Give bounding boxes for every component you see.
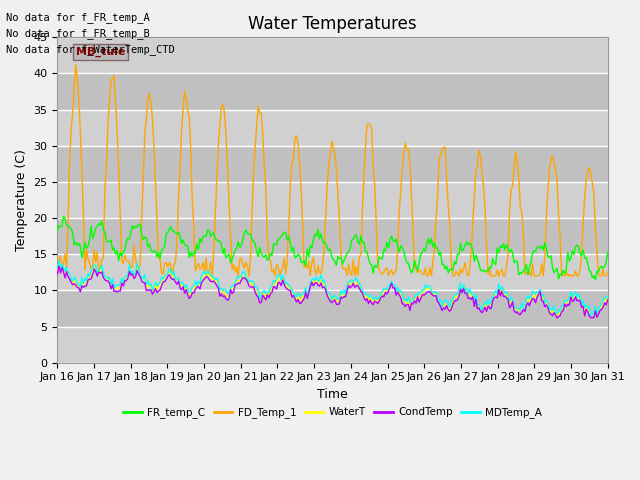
WaterT [122,275,130,281]
CondTemp [576,298,584,303]
CondTemp [55,263,63,269]
WaterT [237,275,245,280]
FD_Temp_1 [239,261,246,267]
Line: FR_temp_C: FR_temp_C [58,216,607,280]
CondTemp [54,271,61,277]
FR_temp_C [219,251,227,256]
CondTemp [219,294,227,300]
CondTemp [553,315,561,321]
FR_temp_C [575,244,582,250]
Bar [58,146,607,182]
CondTemp [604,297,611,302]
CondTemp [122,277,130,283]
Line: WaterT: WaterT [58,263,607,316]
FD_Temp_1 [297,184,305,190]
MDTemp_A [219,288,227,294]
CondTemp [237,277,245,283]
WaterT [588,313,596,319]
WaterT [54,267,61,273]
WaterT [246,281,254,287]
MDTemp_A [237,273,245,279]
FD_Temp_1 [54,256,61,262]
WaterT [575,295,582,300]
Bar [58,290,607,326]
FD_Temp_1 [221,110,228,116]
X-axis label: Time: Time [317,388,348,401]
MDTemp_A [575,291,582,297]
WaterT [219,289,227,295]
WaterT [604,295,611,301]
Bar [58,218,607,254]
FD_Temp_1 [576,268,584,274]
Text: MB_tule: MB_tule [76,47,125,57]
MDTemp_A [122,273,130,279]
Bar [58,254,607,290]
FR_temp_C [60,214,67,219]
FD_Temp_1 [604,270,611,276]
MDTemp_A [54,265,61,271]
WaterT [296,297,303,303]
Bar [58,37,607,73]
Text: No data for f_WaterTemp_CTD: No data for f_WaterTemp_CTD [6,44,175,55]
FR_temp_C [122,239,130,245]
MDTemp_A [246,278,254,284]
FR_temp_C [237,243,245,249]
Bar [58,73,607,109]
FR_temp_C [296,252,303,258]
FD_Temp_1 [122,257,130,263]
CondTemp [296,300,303,306]
FR_temp_C [54,228,61,234]
FR_temp_C [591,277,599,283]
FR_temp_C [604,250,611,255]
FR_temp_C [246,232,254,238]
FD_Temp_1 [72,62,79,68]
Bar [58,109,607,146]
Y-axis label: Temperature (C): Temperature (C) [15,149,28,251]
MDTemp_A [55,258,63,264]
MDTemp_A [604,294,611,300]
FD_Temp_1 [248,209,256,215]
MDTemp_A [587,313,595,319]
Text: No data for f_FR_temp_B: No data for f_FR_temp_B [6,28,150,39]
WaterT [55,260,63,266]
Line: MDTemp_A: MDTemp_A [58,261,607,316]
Title: Water Temperatures: Water Temperatures [248,15,417,33]
Line: FD_Temp_1: FD_Temp_1 [58,65,607,276]
MDTemp_A [296,293,303,299]
Bar [58,326,607,363]
Legend: FR_temp_C, FD_Temp_1, WaterT, CondTemp, MDTemp_A: FR_temp_C, FD_Temp_1, WaterT, CondTemp, … [119,403,546,422]
Text: No data for f_FR_temp_A: No data for f_FR_temp_A [6,12,150,23]
CondTemp [246,284,254,290]
FD_Temp_1 [168,273,176,279]
Bar [58,182,607,218]
Line: CondTemp: CondTemp [58,266,607,318]
